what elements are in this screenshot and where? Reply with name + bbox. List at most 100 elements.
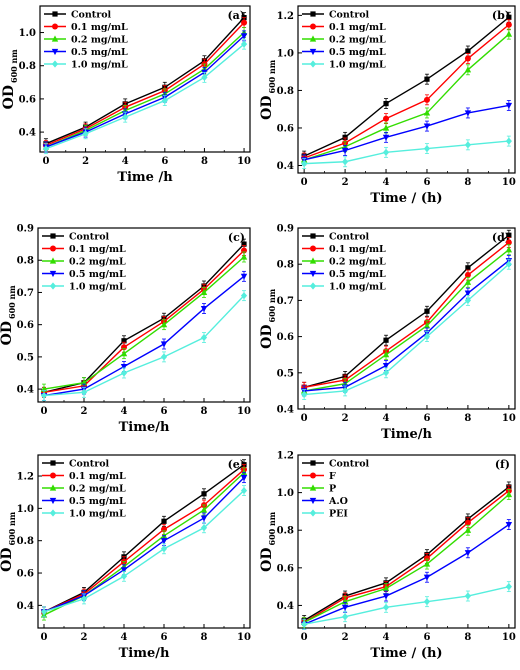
data-point — [240, 486, 248, 495]
data-point — [383, 100, 389, 107]
data-point — [464, 272, 471, 279]
panel-label: (f) — [495, 458, 510, 471]
x-tick-label: 4 — [121, 632, 128, 643]
x-axis-label: Time/h — [119, 646, 170, 661]
data-point — [240, 292, 248, 300]
legend-label: 1.0 mg/mL — [71, 60, 128, 71]
legend-label: 0.2 mg/mL — [71, 35, 128, 46]
series-line — [303, 486, 510, 622]
y-axis-label-subscript: 600 nm — [267, 288, 277, 322]
x-tick-label: 4 — [383, 413, 390, 424]
data-point — [301, 160, 308, 168]
y-tick-label: 0.5 — [277, 368, 294, 379]
x-tick-label: 2 — [342, 413, 349, 424]
legend-label: Control — [329, 10, 370, 21]
legend-marker — [309, 257, 317, 264]
x-tick-label: 10 — [502, 413, 516, 424]
series-0 — [43, 12, 247, 150]
y-axis-label: OD — [0, 321, 15, 345]
y-axis-label-group: OD 600 nm — [0, 511, 17, 572]
data-point — [341, 604, 349, 611]
legend-label: 0.5 mg/mL — [71, 47, 128, 58]
data-point — [120, 572, 128, 580]
data-point — [382, 124, 390, 131]
x-tick-label: 0 — [301, 177, 308, 188]
data-point — [505, 137, 512, 145]
legend-label: 0.5 mg/mL — [69, 496, 126, 507]
y-tick-label: 0.5 — [17, 352, 34, 363]
x-tick-label: 0 — [41, 632, 48, 643]
data-point — [505, 583, 512, 591]
legend-marker — [309, 497, 317, 505]
y-tick-label: 0.6 — [17, 320, 34, 331]
legend-label: 0.1 mg/mL — [69, 471, 126, 482]
data-point — [464, 110, 472, 117]
x-tick-label: 6 — [423, 413, 430, 424]
data-point — [383, 115, 390, 122]
legend-label: 0.2 mg/mL — [69, 484, 126, 495]
series-line — [303, 234, 510, 388]
series-3 — [300, 519, 513, 630]
y-tick-label: 0.4 — [17, 601, 34, 612]
legend-label: 1.0 mg/mL — [69, 509, 126, 520]
data-point — [240, 33, 248, 40]
data-point — [464, 592, 472, 600]
panel-label: (c) — [228, 231, 245, 244]
legend-label: F — [329, 471, 336, 482]
series-line — [303, 24, 510, 159]
x-axis-label: Time/h — [119, 420, 170, 435]
data-point — [341, 387, 349, 395]
data-point — [161, 96, 168, 105]
data-point — [423, 598, 431, 606]
data-point — [200, 524, 208, 532]
data-point — [382, 362, 390, 370]
x-tick-label: 6 — [161, 632, 168, 643]
data-point — [240, 273, 248, 280]
data-point — [505, 260, 512, 268]
series-line — [304, 140, 509, 165]
data-point — [200, 506, 208, 513]
y-tick-label: 0.4 — [277, 405, 294, 416]
data-point — [120, 363, 128, 371]
data-point — [506, 14, 512, 20]
y-axis-label-group: OD 600 nm — [259, 59, 277, 120]
series-4 — [301, 135, 512, 170]
x-tick-label: 0 — [41, 406, 48, 417]
data-point — [160, 321, 168, 328]
data-point — [160, 538, 168, 545]
x-tick-label: 10 — [502, 632, 516, 643]
data-point — [424, 76, 430, 82]
x-tick-label: 8 — [201, 406, 208, 417]
data-point — [80, 388, 88, 396]
legend-label: P — [329, 484, 336, 495]
series-line — [43, 477, 245, 613]
series-line — [45, 35, 245, 148]
legend-marker — [310, 233, 316, 239]
y-axis-label: OD — [259, 96, 275, 120]
data-point — [382, 134, 390, 141]
legend-marker — [309, 509, 317, 517]
legend-label: 0.2 mg/mL — [69, 257, 126, 268]
series-4 — [301, 581, 512, 630]
y-tick-label: 0.9 — [277, 224, 294, 235]
data-point — [42, 145, 50, 153]
y-tick-label: 0.7 — [277, 296, 294, 307]
data-point — [120, 567, 128, 574]
data-point — [200, 305, 208, 313]
x-tick-label: 4 — [383, 632, 390, 643]
series-4 — [40, 485, 248, 618]
data-point — [505, 21, 512, 28]
y-tick-label: 0.6 — [277, 123, 294, 134]
series-3 — [300, 100, 513, 166]
legend-marker — [51, 48, 59, 56]
data-point — [423, 560, 431, 567]
panel-b: 0 2 4 6 8 10 0.4 0.6 0.8 1.0 1.2 Time / (h) OD 600 nm… — [259, 5, 516, 206]
legend-marker — [52, 11, 58, 17]
series-line — [304, 241, 510, 388]
data-point — [82, 130, 89, 138]
legend-marker — [310, 460, 316, 466]
data-point — [505, 30, 513, 37]
x-tick-label: 6 — [161, 406, 168, 417]
x-tick-label: 0 — [301, 632, 308, 643]
data-point — [464, 66, 472, 73]
